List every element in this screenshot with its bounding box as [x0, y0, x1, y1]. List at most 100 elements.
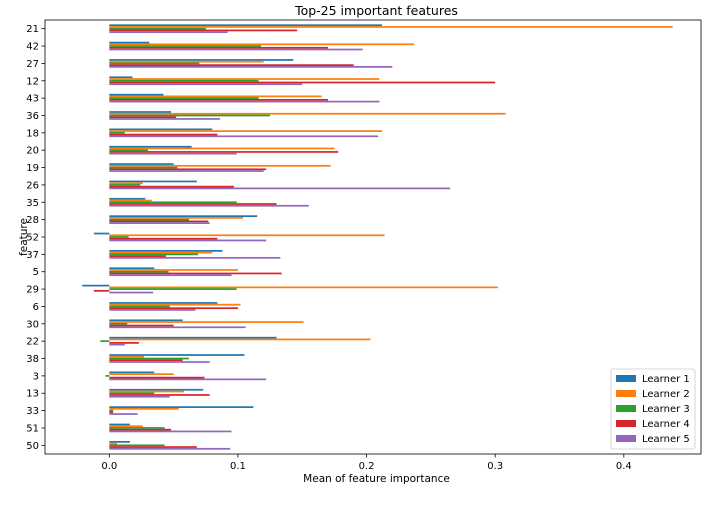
- bar-43-learner-1: [109, 93, 164, 96]
- bar-6-learner-2: [109, 303, 241, 306]
- legend-label-learner-2: Learner 2: [642, 389, 690, 400]
- y-tick-label: 50: [26, 441, 39, 452]
- y-tick-label: 35: [26, 198, 39, 209]
- bar-18-learner-2: [109, 130, 383, 132]
- y-tick-label: 12: [26, 76, 39, 87]
- bar-52-learner-3: [109, 236, 129, 238]
- bar-28-learner-4: [109, 220, 209, 223]
- y-tick-label: 36: [26, 111, 39, 122]
- bar-42-learner-4: [109, 46, 328, 49]
- bar-26-learner-3: [109, 184, 141, 186]
- x-axis: 0.0 0.1 0.2 0.3 0.4: [101, 454, 632, 472]
- legend-label-learner-3: Learner 3: [642, 404, 690, 415]
- bar-5-learner-3: [109, 270, 169, 273]
- bar-27-learner-5: [109, 66, 393, 68]
- bar-22-learner-3: [100, 340, 110, 343]
- bar-3-learner-3: [105, 375, 110, 377]
- x-axis-label: Mean of feature importance: [303, 473, 450, 485]
- x-tick-label: 0.2: [359, 461, 375, 472]
- bar-51-learner-1: [109, 423, 130, 426]
- bar-29-learner-5: [109, 291, 154, 294]
- bar-12-learner-3: [109, 79, 259, 82]
- y-tick-label: 22: [26, 337, 39, 348]
- bar-52-learner-4: [109, 237, 218, 240]
- bar-37-learner-1: [109, 250, 223, 252]
- bar-33-learner-4: [109, 411, 114, 414]
- legend-swatch-learner-1: [616, 375, 636, 382]
- bar-18-learner-1: [109, 128, 213, 131]
- bar-6-learner-1: [109, 302, 218, 304]
- bar-36-learner-5: [109, 118, 220, 120]
- y-tick-label: 13: [26, 389, 39, 400]
- bar-6-learner-4: [109, 307, 238, 310]
- bar-13-learner-2: [109, 390, 184, 393]
- legend: Learner 1 Learner 2 Learner 3 Learner 4 Lear…: [610, 368, 696, 450]
- bar-51-learner-4: [109, 428, 172, 431]
- bar-50-learner-1: [109, 440, 130, 443]
- y-tick-label: 28: [26, 215, 39, 226]
- bar-33-learner-2: [109, 407, 179, 410]
- bar-19-learner-4: [109, 168, 267, 171]
- legend-box: [610, 368, 696, 450]
- bar-18-learner-4: [109, 133, 218, 136]
- bar-51-learner-2: [109, 425, 143, 428]
- bar-3-learner-1: [109, 371, 155, 374]
- bar-3-learner-2: [109, 373, 174, 376]
- legend-label-learner-5: Learner 5: [642, 434, 690, 445]
- bar-52-learner-5: [109, 239, 267, 242]
- bar-13-learner-5: [109, 395, 170, 398]
- bar-20-learner-1: [109, 145, 192, 148]
- bar-28-learner-3: [109, 218, 190, 221]
- bar-5-learner-1: [109, 267, 155, 270]
- bar-3-learner-4: [109, 376, 205, 379]
- y-axis-label: feature: [18, 218, 30, 256]
- y-axis: 21 42 27 12 43 36 18 20 19 26 35 28 52 37 5 29 6 30 22 38 3 1…: [26, 24, 45, 452]
- x-tick-label: 0.4: [616, 461, 632, 472]
- bar-21-learner-3: [109, 27, 206, 30]
- bar-33-learner-1: [109, 406, 254, 408]
- y-tick-label: 51: [26, 423, 39, 434]
- bar-42-learner-1: [109, 41, 150, 44]
- bar-19-learner-5: [109, 170, 264, 172]
- bar-27-learner-1: [109, 59, 294, 61]
- bar-22-learner-5: [109, 343, 125, 346]
- bar-43-learner-5: [109, 100, 380, 103]
- bar-18-learner-5: [109, 135, 379, 138]
- bar-50-learner-3: [109, 444, 165, 447]
- bar-5-learner-2: [109, 269, 238, 271]
- y-tick-label: 6: [33, 302, 39, 313]
- bar-35-learner-3: [109, 201, 237, 204]
- legend-swatch-learner-2: [616, 390, 636, 397]
- bar-13-learner-1: [109, 388, 204, 391]
- bar-13-learner-3: [109, 392, 155, 395]
- bar-43-learner-2: [109, 95, 322, 98]
- bar-13-learner-4: [109, 394, 210, 396]
- bar-21-learner-2: [109, 26, 673, 28]
- y-tick-label: 18: [26, 128, 39, 139]
- bar-22-learner-4: [109, 342, 139, 344]
- bar-26-learner-1: [109, 180, 197, 183]
- bar-38-learner-4: [109, 359, 183, 362]
- bar-30-learner-4: [109, 324, 174, 327]
- bar-38-learner-3: [109, 357, 190, 360]
- legend-label-learner-1: Learner 1: [642, 374, 690, 385]
- bar-37-learner-3: [109, 253, 199, 256]
- bar-52-learner-2: [109, 234, 385, 237]
- y-tick-label: 29: [26, 285, 39, 296]
- bar-30-learner-5: [109, 326, 246, 329]
- bar-22-learner-2: [109, 338, 371, 341]
- bar-37-learner-2: [109, 251, 213, 254]
- bar-38-learner-2: [109, 355, 145, 358]
- bar-43-learner-4: [109, 98, 328, 101]
- bar-30-learner-3: [109, 322, 128, 325]
- y-tick-label: 38: [26, 354, 39, 365]
- y-tick-label: 52: [26, 233, 39, 244]
- bar-21-learner-5: [109, 31, 228, 34]
- y-tick-label: 5: [33, 267, 39, 278]
- bar-42-learner-5: [109, 48, 363, 51]
- bar-6-learner-5: [109, 309, 196, 311]
- bars-layer: [82, 24, 673, 450]
- y-tick-label: 3: [33, 371, 39, 382]
- x-tick-label: 0.1: [230, 461, 246, 472]
